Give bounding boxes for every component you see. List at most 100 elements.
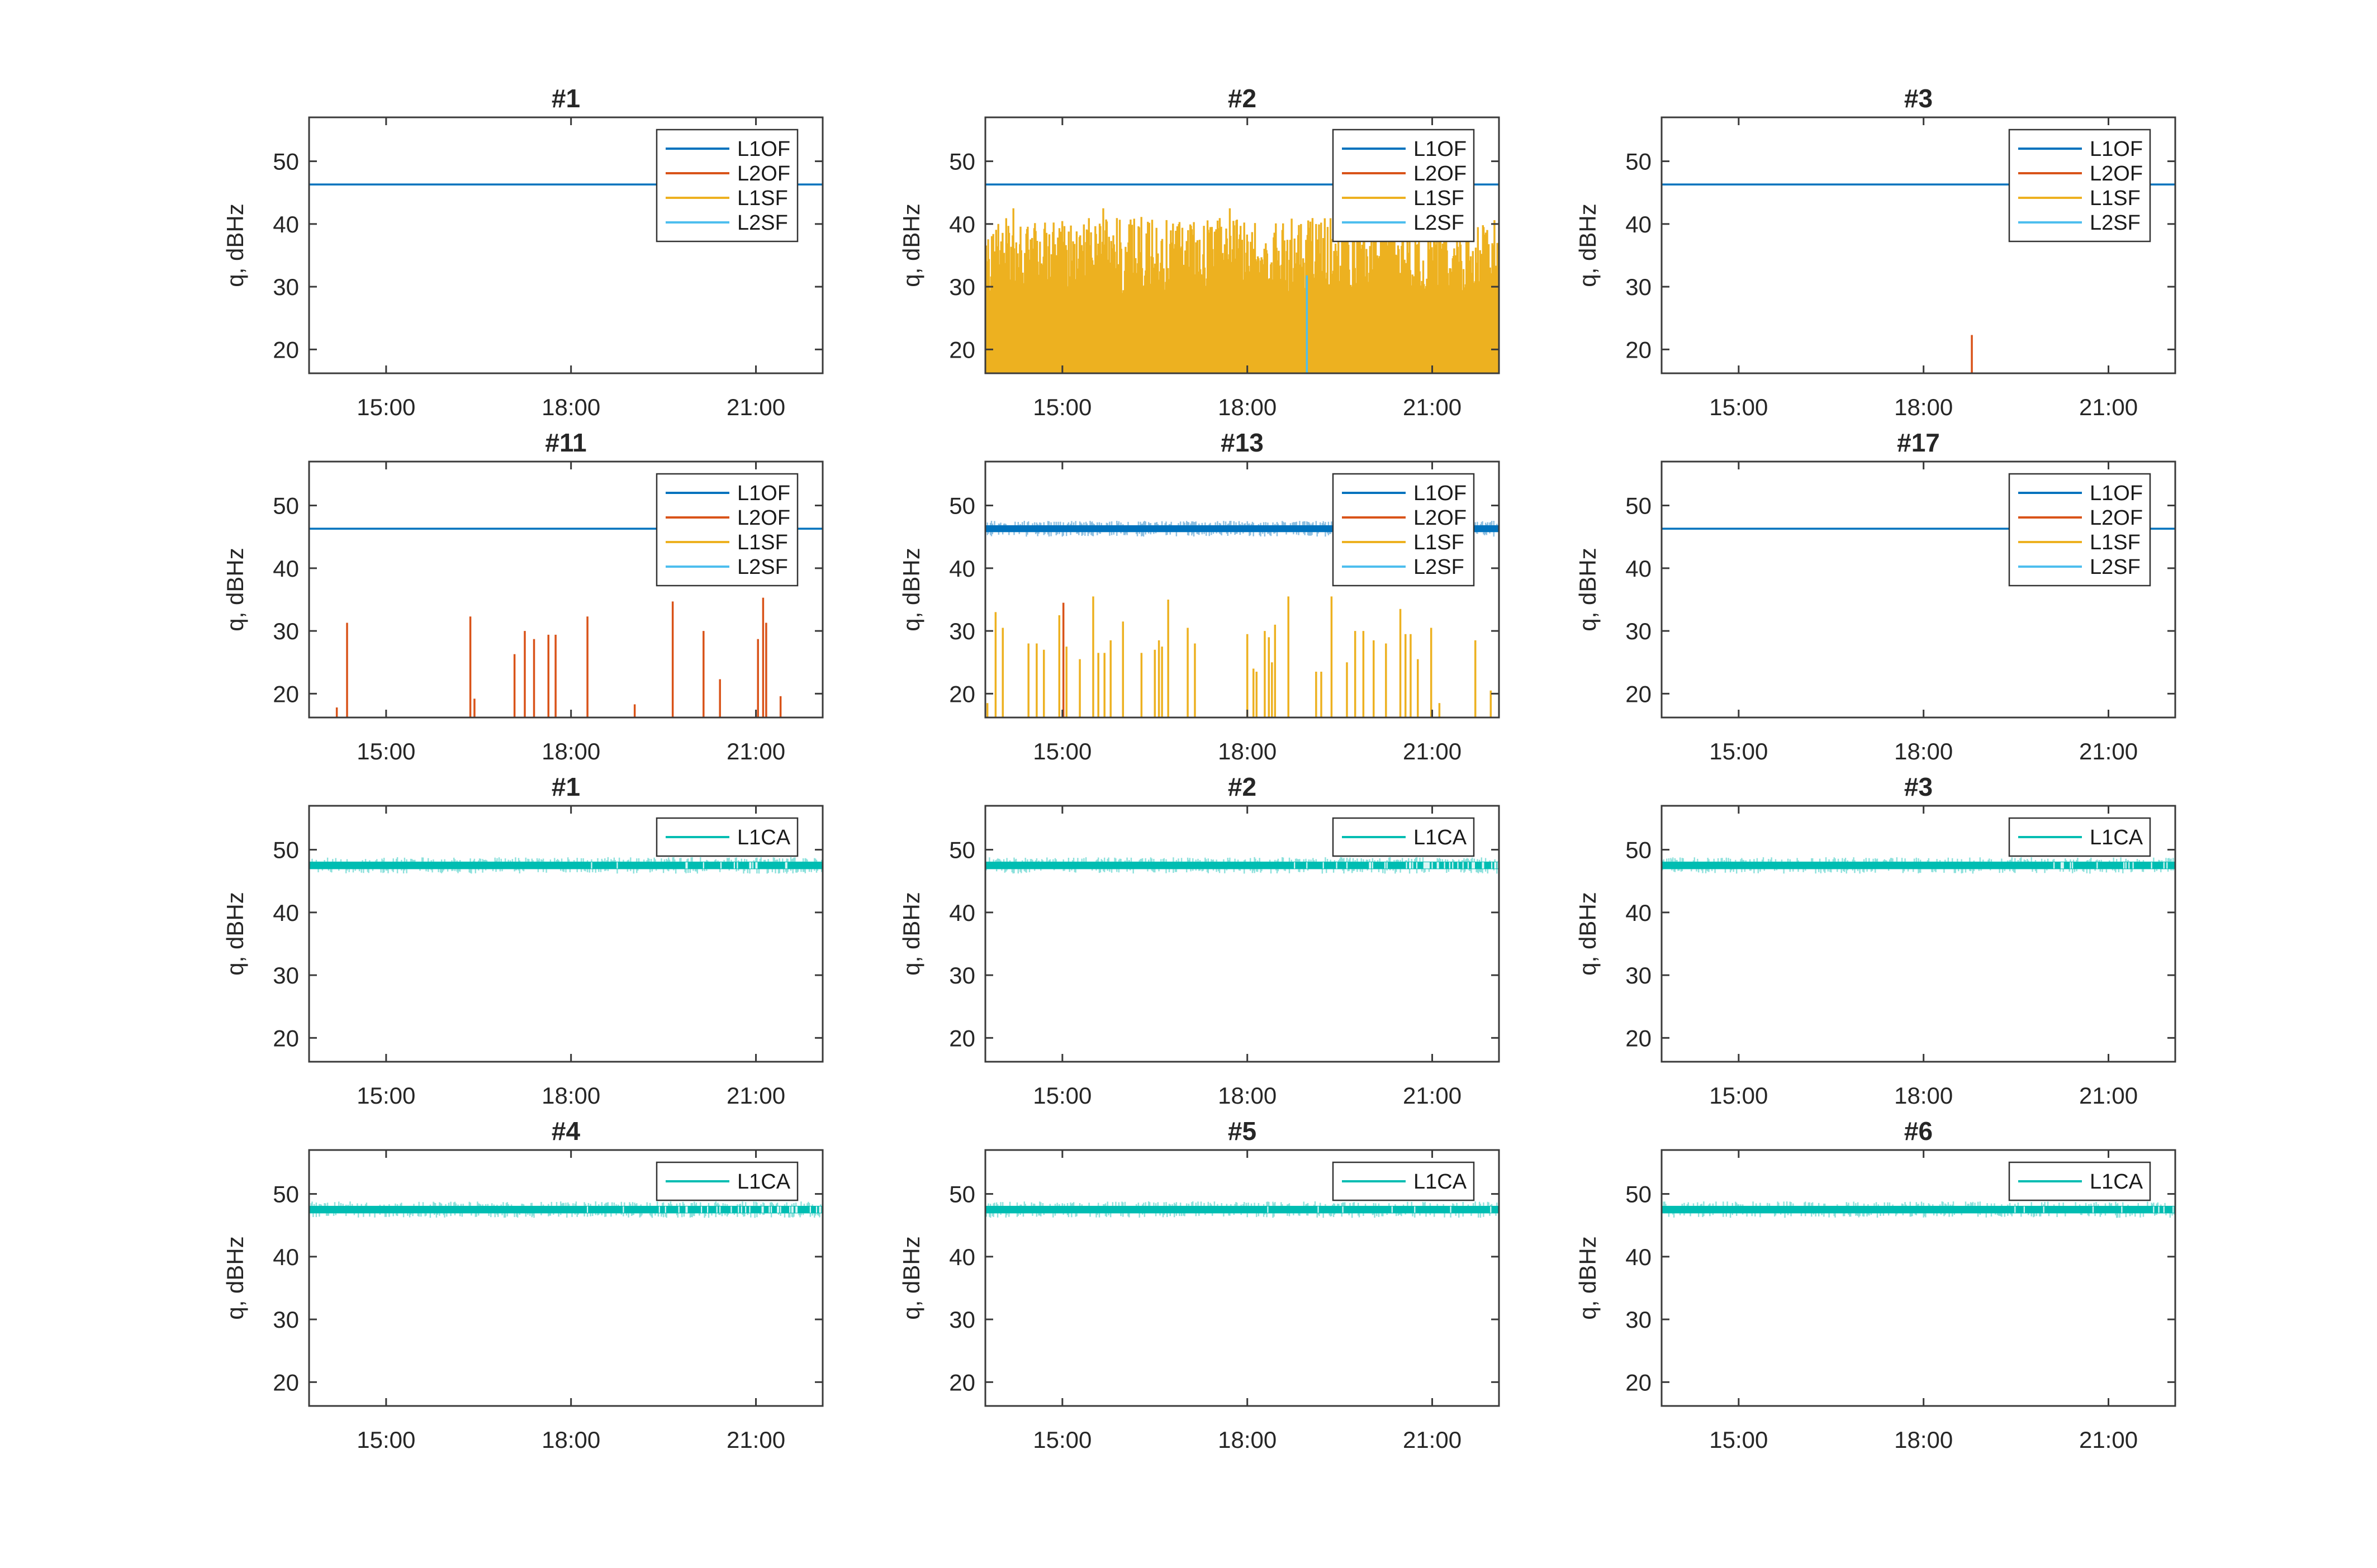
x-tick-label: 21:00 — [2079, 1082, 2138, 1109]
plot-area — [309, 1201, 823, 1218]
series-L1CA-band — [985, 1201, 1499, 1218]
axes — [984, 1149, 1500, 1407]
axes — [1660, 116, 2176, 374]
y-axis-label: q, dBHz — [222, 548, 248, 631]
legend-label-L2OF: L2OF — [1413, 506, 1467, 530]
x-tick-label: 15:00 — [1033, 1427, 1092, 1453]
legend-label-L2OF: L2OF — [2090, 506, 2143, 530]
axes — [1660, 1149, 2176, 1407]
y-tick-label: 30 — [1625, 962, 1652, 989]
x-tick-label: 15:00 — [357, 1082, 415, 1109]
x-tick-label: 15:00 — [357, 394, 415, 420]
y-axis-label: q, dBHz — [1574, 548, 1601, 631]
subplot-glonass-11: #11 15:00 18:00 21:00 20 30 40 50 q, dBHz L1OFL2O… — [222, 428, 824, 764]
series-L1CA-band — [309, 857, 823, 874]
y-tick-label: 20 — [273, 336, 299, 363]
x-tick-label: 18:00 — [1894, 394, 1953, 420]
y-tick-label: 30 — [1625, 274, 1652, 300]
y-tick-label: 40 — [1625, 1244, 1652, 1270]
subplot-glonass-2: #2 15:00 18:00 21:00 20 30 40 50 q, dBHz L1OFL2OF… — [898, 84, 1500, 420]
legend-label-L1CA: L1CA — [737, 826, 791, 849]
plot-title: #2 — [1228, 772, 1256, 801]
y-tick-label: 20 — [949, 1369, 975, 1395]
legend-label-L1SF: L1SF — [1413, 531, 1464, 554]
y-tick-label: 50 — [949, 837, 975, 863]
y-axis-label: q, dBHz — [222, 892, 248, 975]
legend-label-L2SF: L2SF — [1413, 555, 1464, 579]
y-tick-label: 20 — [273, 1025, 299, 1051]
y-tick-label: 50 — [949, 149, 975, 175]
y-tick-label: 50 — [949, 1181, 975, 1208]
legend-label-L1SF: L1SF — [2090, 531, 2141, 554]
x-tick-label: 21:00 — [2079, 394, 2138, 420]
x-tick-label: 15:00 — [1033, 394, 1092, 420]
y-tick-label: 50 — [949, 493, 975, 519]
y-tick-label: 50 — [1625, 1181, 1652, 1208]
legend-label-L1SF: L1SF — [2090, 187, 2141, 210]
y-tick-label: 20 — [949, 681, 975, 707]
y-tick-label: 40 — [273, 900, 299, 926]
plot-title: #5 — [1228, 1116, 1256, 1146]
y-tick-label: 40 — [273, 1244, 299, 1270]
legend-label-L2SF: L2SF — [737, 555, 788, 579]
legend: L1CA — [656, 1161, 799, 1201]
plot-area — [1662, 857, 2175, 874]
legend-label-L2OF: L2OF — [737, 506, 790, 530]
plot-title: #2 — [1228, 84, 1256, 113]
legend-label-L1CA: L1CA — [737, 1170, 791, 1194]
plot-area — [309, 857, 823, 874]
subplot-gps-4: #4 15:00 18:00 21:00 20 30 40 50 q, dBHz L1CA — [222, 1116, 824, 1453]
legend-label-L2OF: L2OF — [1413, 162, 1467, 186]
legend-label-L2SF: L2SF — [2090, 211, 2141, 235]
axes — [1660, 805, 2176, 1063]
x-tick-label: 18:00 — [542, 738, 600, 764]
legend: L1CA — [2008, 1161, 2151, 1201]
x-tick-label: 18:00 — [1894, 1427, 1953, 1453]
y-tick-label: 50 — [1625, 149, 1652, 175]
x-tick-label: 18:00 — [1894, 738, 1953, 764]
legend-label-L1SF: L1SF — [1413, 187, 1464, 210]
y-tick-label: 30 — [949, 1306, 975, 1333]
x-tick-label: 15:00 — [1033, 1082, 1092, 1109]
subplot-gps-1: #1 15:00 18:00 21:00 20 30 40 50 q, dBHz L1CA — [222, 772, 824, 1109]
subplot-gps-5: #5 15:00 18:00 21:00 20 30 40 50 q, dBHz L1CA — [898, 1116, 1500, 1453]
legend-label-L1OF: L1OF — [737, 482, 790, 505]
y-tick-label: 20 — [273, 1369, 299, 1395]
plot-title: #3 — [1904, 772, 1933, 801]
subplot-glonass-3: #3 15:00 18:00 21:00 20 30 40 50 q, dBHz L1OFL2OF… — [1574, 84, 2176, 420]
legend-label-L1SF: L1SF — [737, 187, 788, 210]
axes — [308, 805, 824, 1063]
legend: L1CA — [2008, 817, 2151, 857]
y-tick-label: 50 — [273, 149, 299, 175]
x-tick-label: 18:00 — [1218, 1427, 1277, 1453]
x-tick-label: 21:00 — [1403, 394, 1462, 420]
plot-title: #13 — [1221, 428, 1264, 457]
plot-title: #11 — [545, 428, 586, 457]
y-tick-label: 20 — [949, 1025, 975, 1051]
x-tick-label: 18:00 — [1218, 738, 1277, 764]
y-axis-label: q, dBHz — [898, 203, 924, 287]
x-tick-label: 21:00 — [2079, 1427, 2138, 1453]
x-tick-label: 18:00 — [1218, 1082, 1277, 1109]
y-tick-label: 40 — [949, 555, 975, 582]
y-tick-label: 50 — [1625, 837, 1652, 863]
y-tick-label: 30 — [273, 1306, 299, 1333]
plot-title: #3 — [1904, 84, 1933, 113]
plot-title: #6 — [1904, 1116, 1933, 1146]
legend-label-L2OF: L2OF — [2090, 162, 2143, 186]
y-tick-label: 30 — [949, 274, 975, 300]
series-L1SF-noise — [985, 208, 1499, 373]
y-tick-label: 30 — [1625, 618, 1652, 644]
x-tick-label: 21:00 — [1403, 1427, 1462, 1453]
x-tick-label: 15:00 — [1033, 738, 1092, 764]
series-L1CA-band — [309, 1201, 823, 1218]
y-axis-label: q, dBHz — [898, 892, 924, 975]
y-axis-label: q, dBHz — [1574, 203, 1601, 287]
x-tick-label: 21:00 — [1403, 738, 1462, 764]
legend-label-L1CA: L1CA — [1413, 826, 1467, 849]
x-tick-label: 18:00 — [1218, 394, 1277, 420]
y-axis-label: q, dBHz — [222, 1236, 248, 1319]
